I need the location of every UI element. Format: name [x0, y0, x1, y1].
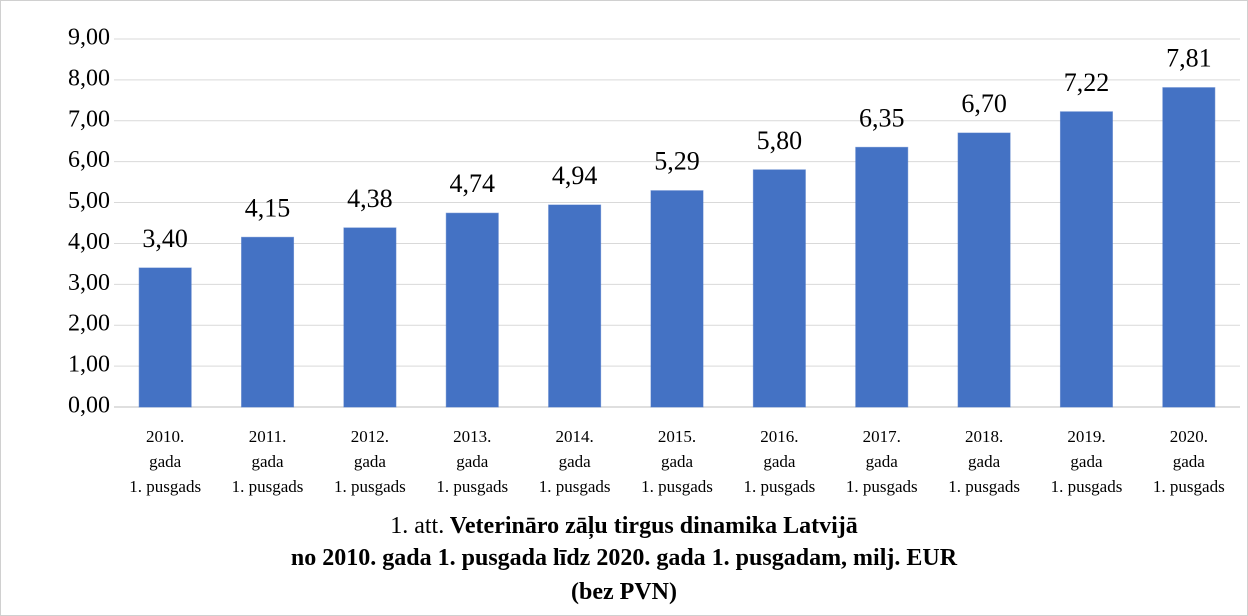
- data-label: 7,22: [1064, 68, 1110, 97]
- x-tick-label: 2014. gada 1. pusgads: [539, 427, 611, 496]
- data-label: 7,81: [1166, 44, 1212, 73]
- x-tick-label: 2017. gada 1. pusgads: [846, 427, 918, 496]
- bar: [241, 236, 295, 408]
- y-tick-label: 5,00: [68, 188, 110, 214]
- y-tick-label: 3,00: [68, 270, 110, 296]
- data-label: 4,38: [347, 184, 393, 213]
- y-tick-label: 6,00: [68, 147, 110, 173]
- data-label: 5,80: [757, 126, 803, 155]
- bar: [957, 132, 1011, 408]
- x-tick-label: 2012. gada 1. pusgads: [334, 427, 406, 496]
- caption: 1. att. Veterināro zāļu tirgus dinamika …: [291, 513, 958, 605]
- data-label: 5,29: [654, 147, 700, 176]
- x-tick-label: 2015. gada 1. pusgads: [641, 427, 713, 496]
- bar: [343, 227, 397, 408]
- data-label: 6,70: [961, 89, 1007, 118]
- y-tick-label: 1,00: [68, 352, 110, 378]
- bar: [1059, 111, 1113, 408]
- x-tick-label: 2010. gada 1. pusgads: [129, 427, 201, 496]
- caption-label: 1. att.: [390, 513, 444, 539]
- x-tick-label: 2011. gada 1. pusgads: [232, 427, 304, 496]
- caption-title: Veterināro zāļu tirgus dinamika Latvijā n…: [291, 513, 958, 605]
- y-tick-label: 4,00: [68, 229, 110, 255]
- y-tick-label: 0,00: [68, 393, 110, 419]
- data-label: 3,40: [142, 224, 188, 253]
- bar: [138, 267, 192, 408]
- x-tick-label: 2016. gada 1. pusgads: [743, 427, 815, 496]
- x-tick-label: 2018. gada 1. pusgads: [948, 427, 1020, 496]
- bar: [650, 190, 704, 408]
- x-tick-label: 2013. gada 1. pusgads: [436, 427, 508, 496]
- bar: [1162, 87, 1216, 408]
- bar: [445, 212, 499, 408]
- y-tick-label: 9,00: [68, 25, 110, 51]
- data-label: 4,74: [450, 169, 496, 198]
- x-tick-label: 2019. gada 1. pusgads: [1051, 427, 1123, 496]
- data-label: 6,35: [859, 103, 905, 132]
- bar: [548, 204, 602, 408]
- x-tick-label: 2020. gada 1. pusgads: [1153, 427, 1225, 496]
- y-tick-label: 7,00: [68, 106, 110, 132]
- bar: [752, 169, 806, 408]
- bar: [855, 146, 909, 408]
- data-label: 4,94: [552, 161, 598, 190]
- y-tick-label: 2,00: [68, 311, 110, 337]
- data-label: 4,15: [245, 193, 291, 222]
- y-tick-label: 8,00: [68, 65, 110, 91]
